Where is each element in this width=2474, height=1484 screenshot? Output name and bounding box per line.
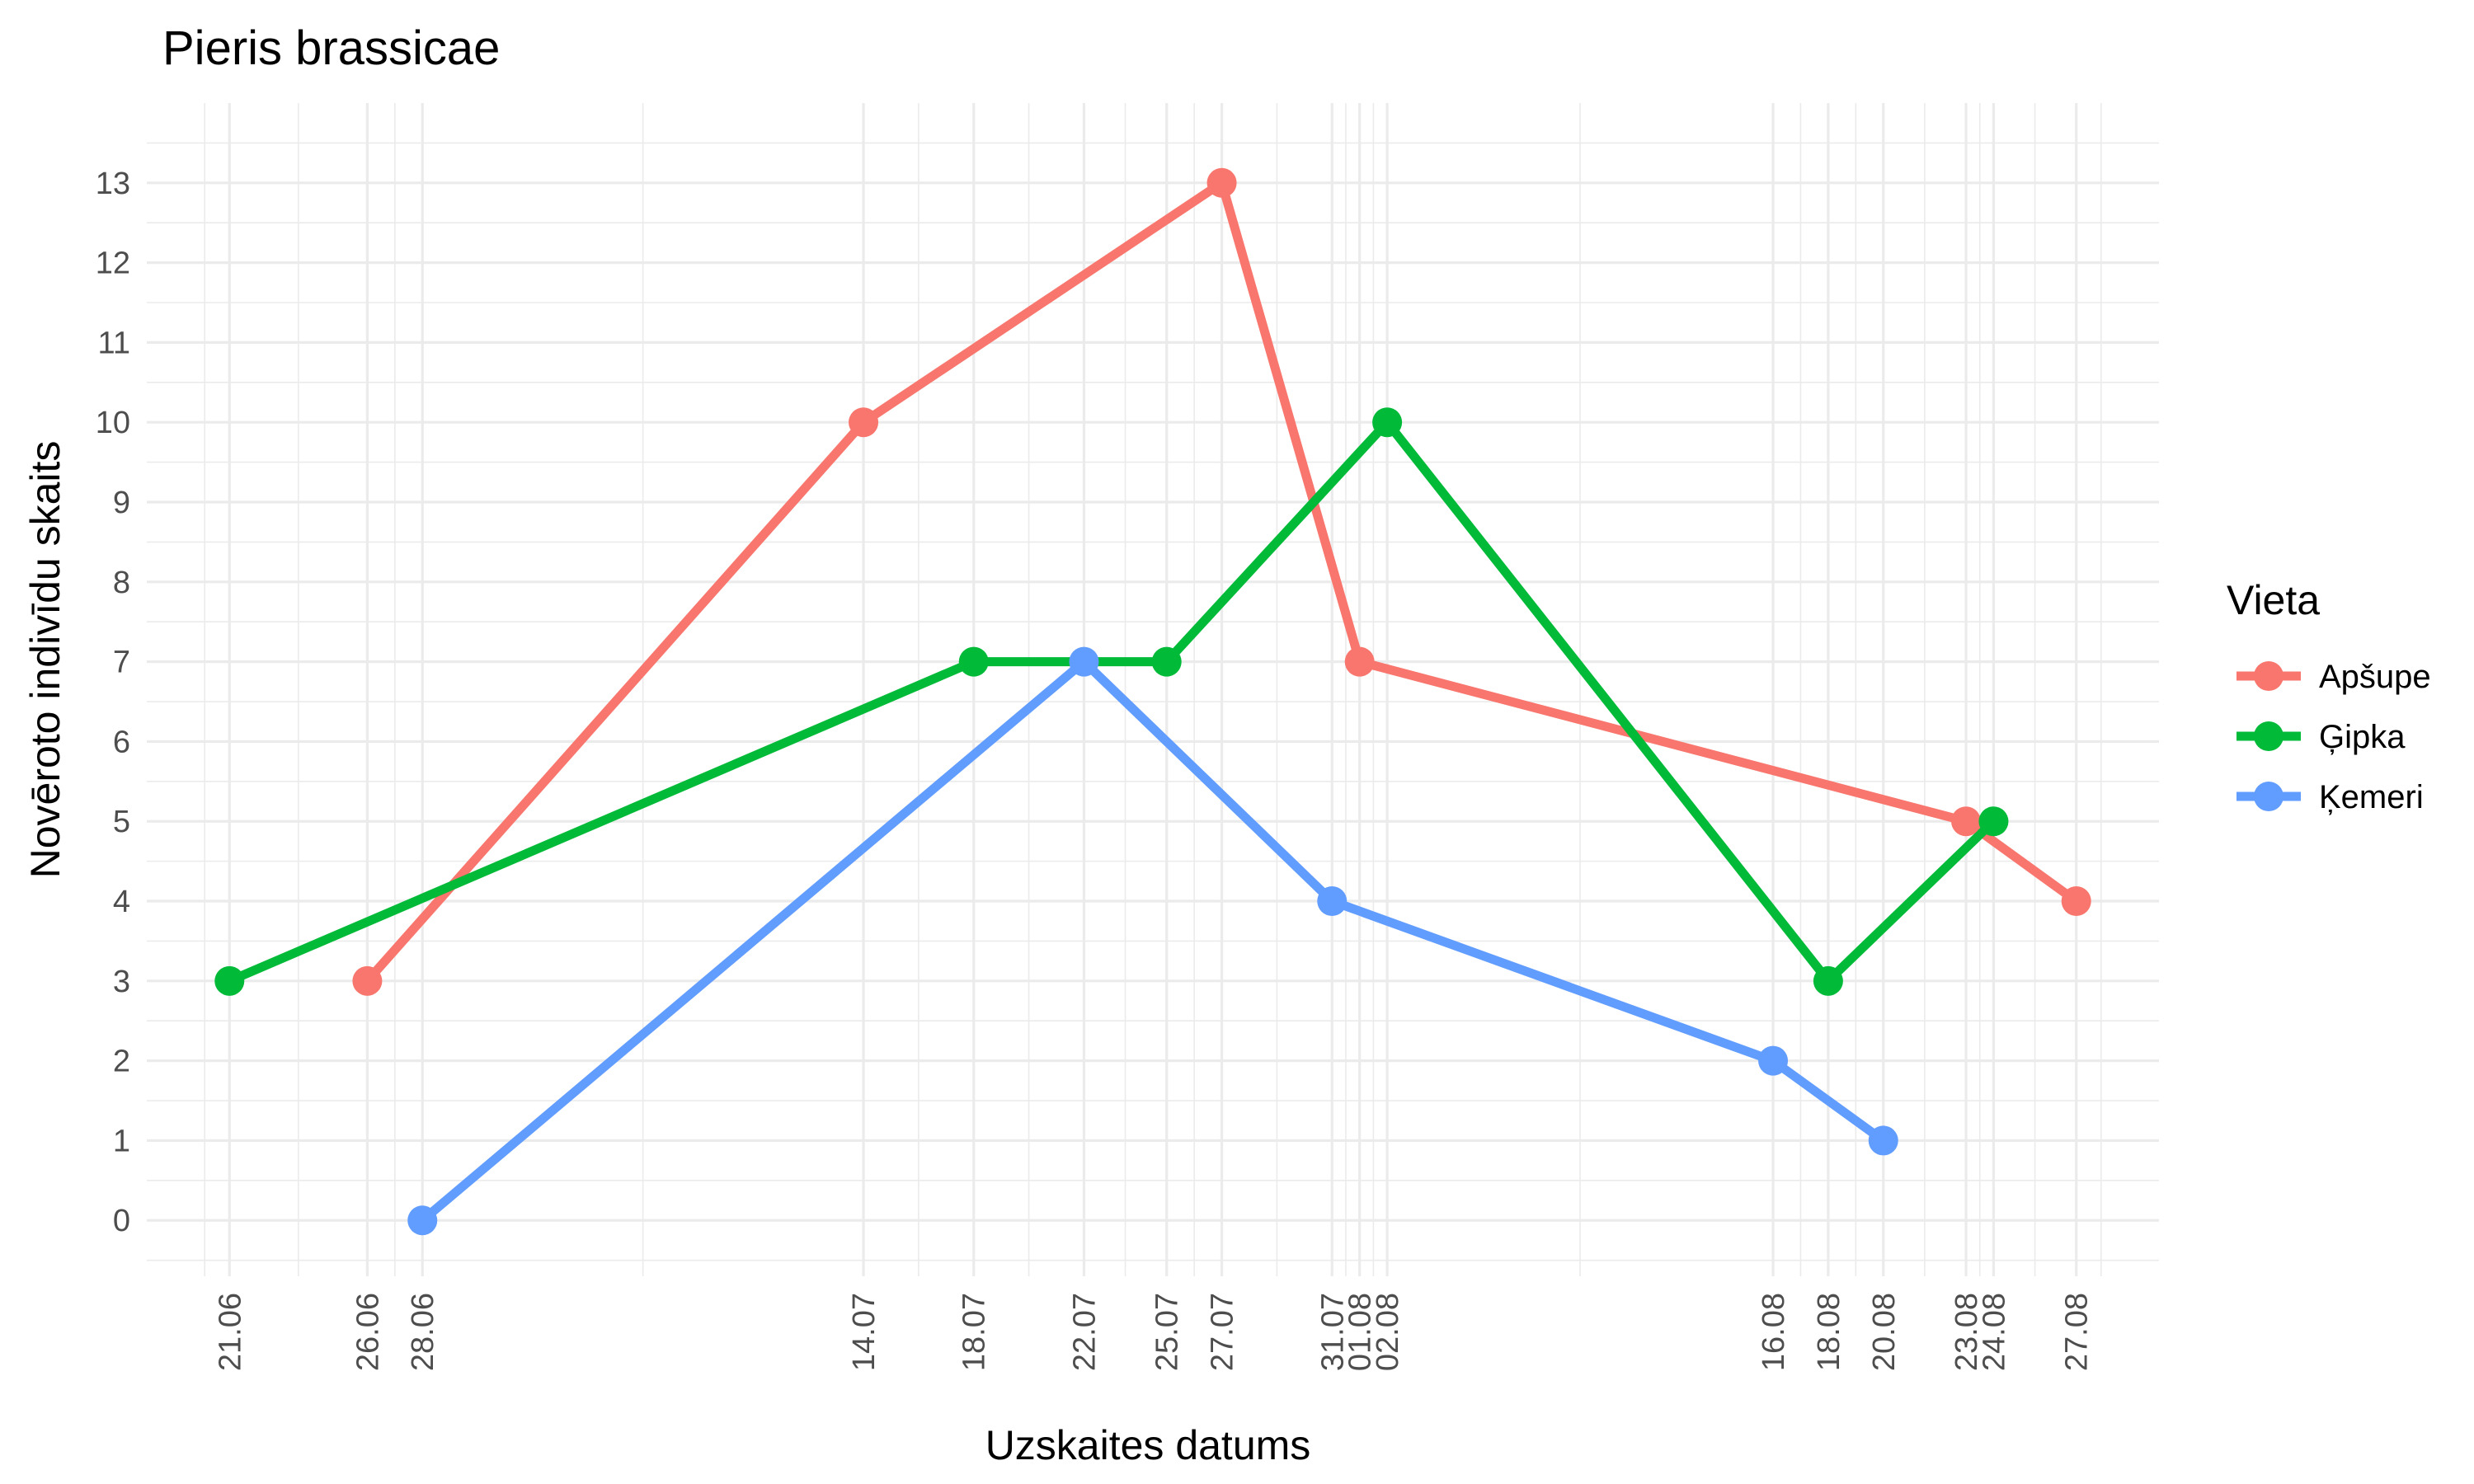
- data-point: [958, 646, 989, 677]
- major-gridlines: [147, 103, 2159, 1276]
- data-point: [2061, 886, 2091, 917]
- data-point: [1951, 806, 1982, 837]
- data-point: [352, 965, 383, 996]
- legend-label: Apšupe: [2319, 659, 2431, 695]
- x-tick-label: 21.06: [213, 1293, 247, 1371]
- legend-title: Vieta: [2227, 577, 2320, 623]
- data-point: [1813, 965, 1843, 996]
- data-point: [1978, 806, 2009, 837]
- x-tick-label: 31.07: [1315, 1293, 1350, 1371]
- x-tick-label: 22.07: [1067, 1293, 1102, 1371]
- data-point: [1317, 886, 1348, 917]
- series-layer: [214, 167, 2091, 1236]
- y-tick-label: 3: [113, 965, 130, 999]
- y-tick-label: 5: [113, 805, 130, 839]
- series-line: [224, 417, 1998, 986]
- legend-key-point: [2254, 782, 2284, 811]
- y-tick-label: 10: [96, 406, 130, 440]
- y-tick-label: 7: [113, 646, 130, 680]
- x-tick-label: 27.08: [2060, 1293, 2095, 1371]
- data-point: [1868, 1125, 1898, 1156]
- x-tick-label: 18.08: [1812, 1293, 1846, 1371]
- data-point: [849, 407, 879, 438]
- x-tick-label: 23.08: [1950, 1293, 1984, 1371]
- x-tick-label: 28.06: [406, 1293, 440, 1371]
- legend-key-point: [2254, 721, 2284, 751]
- y-tick-label: 12: [96, 247, 130, 281]
- data-point: [214, 965, 245, 996]
- x-tick-label: 14.07: [847, 1293, 882, 1371]
- x-tick-label: 01.08: [1343, 1293, 1378, 1371]
- legend-key-point: [2254, 661, 2284, 691]
- y-tick-label: 0: [113, 1204, 130, 1238]
- data-point: [1206, 167, 1237, 198]
- x-tick-label: 18.07: [957, 1293, 992, 1371]
- legend-label: Ķemeri: [2319, 779, 2424, 815]
- chart-title: Pieris brassicae: [162, 21, 500, 75]
- y-tick-label: 11: [98, 326, 130, 360]
- y-tick-label: 2: [113, 1045, 130, 1079]
- data-point: [1069, 646, 1099, 677]
- minor-gridlines: [147, 103, 2159, 1276]
- data-point: [1344, 646, 1375, 677]
- data-point: [1151, 646, 1182, 677]
- x-tick-label: 26.06: [350, 1293, 385, 1371]
- x-tick-label: 02.08: [1371, 1293, 1405, 1371]
- x-tick-label: 16.08: [1757, 1293, 1791, 1371]
- y-tick-label: 13: [96, 167, 130, 201]
- y-tick-label: 6: [113, 725, 130, 759]
- data-point: [1372, 407, 1403, 438]
- x-tick-label: 27.07: [1206, 1293, 1240, 1371]
- legend-label: Ģipka: [2319, 719, 2406, 755]
- x-tick-label: 25.07: [1150, 1293, 1185, 1371]
- x-tick-labels: 21.06 26.06 28.06 14.07 18.07 22.07 25.07 27.07…: [213, 1293, 2094, 1371]
- legend: Vieta Apšupe Ģipka Ķemeri: [2227, 577, 2431, 815]
- data-point: [407, 1205, 438, 1236]
- x-tick-label: 20.08: [1867, 1293, 1902, 1371]
- data-point: [1758, 1045, 1789, 1076]
- y-axis-title: Novēroto indivīdu skaits: [22, 441, 68, 879]
- x-tick-label: 24.08: [1977, 1293, 2011, 1371]
- y-tick-label: 1: [113, 1124, 130, 1158]
- y-tick-label: 4: [113, 885, 130, 919]
- x-axis-title: Uzskaites datums: [985, 1422, 1311, 1468]
- y-tick-label: 9: [113, 486, 130, 520]
- y-tick-label: 8: [113, 566, 130, 600]
